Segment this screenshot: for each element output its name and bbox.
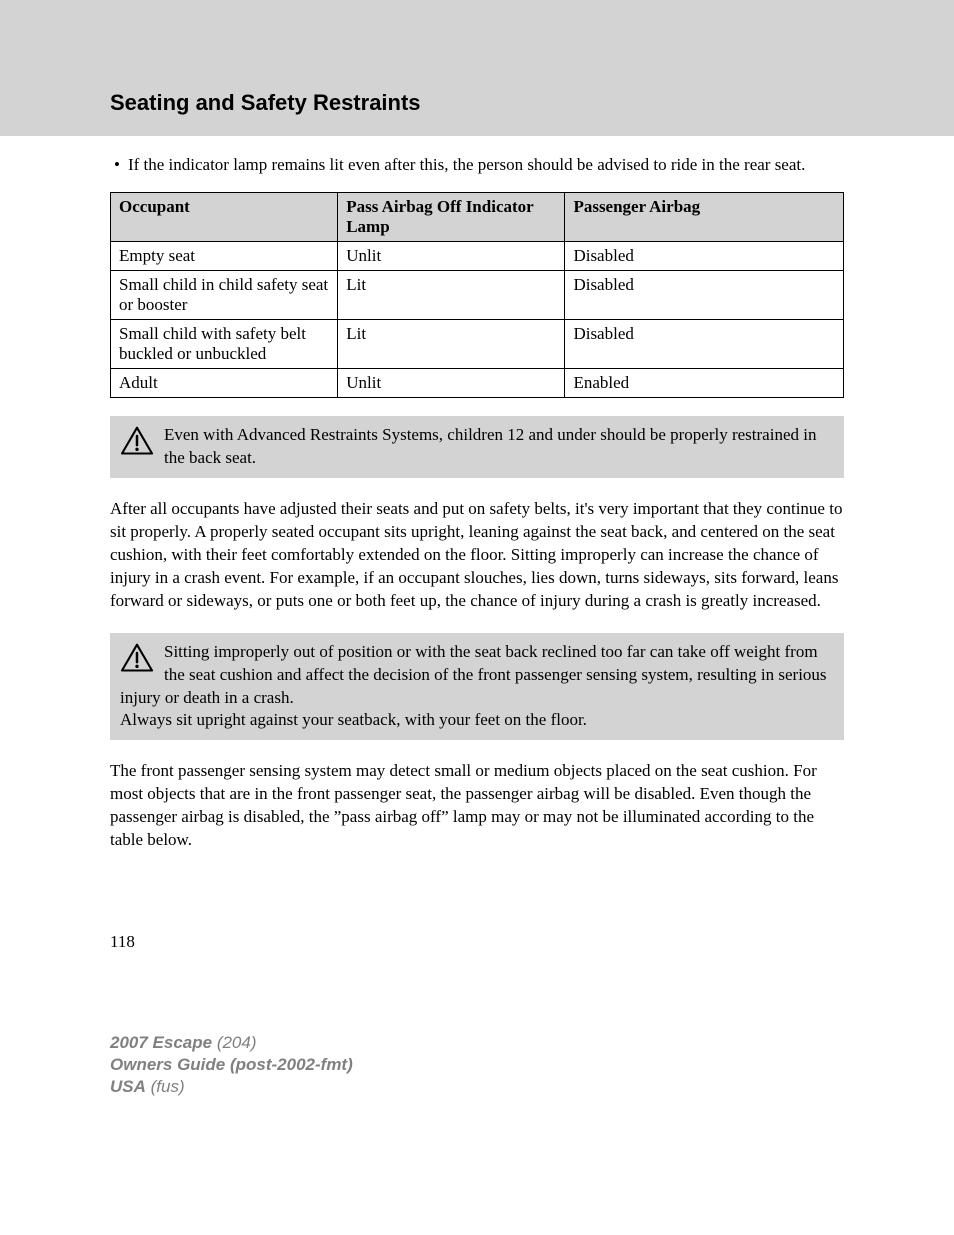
table-cell: Small child with safety belt buckled or … bbox=[111, 320, 338, 369]
page-title: Seating and Safety Restraints bbox=[110, 90, 844, 116]
warning-box: Sitting improperly out of position or wi… bbox=[110, 633, 844, 741]
warning-text-line: Always sit upright against your seatback… bbox=[120, 710, 587, 729]
warning-icon bbox=[120, 643, 154, 673]
table-cell: Unlit bbox=[338, 242, 565, 271]
table-cell: Empty seat bbox=[111, 242, 338, 271]
table-row: Adult Unlit Enabled bbox=[111, 369, 844, 398]
warning-text: Sitting improperly out of position or wi… bbox=[120, 642, 827, 730]
footer-region-code: (fus) bbox=[146, 1077, 185, 1096]
table-cell: Disabled bbox=[565, 271, 844, 320]
bullet-text: If the indicator lamp remains lit even a… bbox=[128, 154, 844, 176]
table-cell: Disabled bbox=[565, 320, 844, 369]
footer-code: (204) bbox=[212, 1033, 256, 1052]
footer-line: USA (fus) bbox=[110, 1076, 844, 1098]
table-cell: Disabled bbox=[565, 242, 844, 271]
warning-icon bbox=[120, 426, 154, 456]
table-cell: Lit bbox=[338, 320, 565, 369]
table-row: Small child in child safety seat or boos… bbox=[111, 271, 844, 320]
table-cell: Unlit bbox=[338, 369, 565, 398]
table-cell: Lit bbox=[338, 271, 565, 320]
page-container: Seating and Safety Restraints • If the i… bbox=[0, 0, 954, 1158]
footer-line: Owners Guide (post-2002-fmt) bbox=[110, 1054, 844, 1076]
page-number: 118 bbox=[110, 932, 844, 952]
table-header-lamp: Pass Airbag Off Indicator Lamp bbox=[338, 193, 565, 242]
body-paragraph: After all occupants have adjusted their … bbox=[110, 498, 844, 613]
table-row: Empty seat Unlit Disabled bbox=[111, 242, 844, 271]
bullet-item: • If the indicator lamp remains lit even… bbox=[110, 154, 844, 176]
table-cell: Adult bbox=[111, 369, 338, 398]
table-row: Small child with safety belt buckled or … bbox=[111, 320, 844, 369]
warning-box: Even with Advanced Restraints Systems, c… bbox=[110, 416, 844, 478]
body-paragraph: The front passenger sensing system may d… bbox=[110, 760, 844, 852]
table-header-airbag: Passenger Airbag bbox=[565, 193, 844, 242]
bullet-marker: • bbox=[114, 154, 120, 176]
airbag-table: Occupant Pass Airbag Off Indicator Lamp … bbox=[110, 192, 844, 398]
warning-text-line: Sitting improperly out of position or wi… bbox=[120, 642, 827, 707]
table-cell: Enabled bbox=[565, 369, 844, 398]
header-band: Seating and Safety Restraints bbox=[0, 0, 954, 136]
warning-text: Even with Advanced Restraints Systems, c… bbox=[164, 425, 816, 467]
footer-region: USA bbox=[110, 1077, 146, 1096]
table-header-occupant: Occupant bbox=[111, 193, 338, 242]
footer-model: 2007 Escape bbox=[110, 1033, 212, 1052]
content-area: • If the indicator lamp remains lit even… bbox=[0, 154, 954, 952]
table-cell: Small child in child safety seat or boos… bbox=[111, 271, 338, 320]
footer-line: 2007 Escape (204) bbox=[110, 1032, 844, 1054]
footer: 2007 Escape (204) Owners Guide (post-200… bbox=[0, 1032, 954, 1158]
table-header-row: Occupant Pass Airbag Off Indicator Lamp … bbox=[111, 193, 844, 242]
